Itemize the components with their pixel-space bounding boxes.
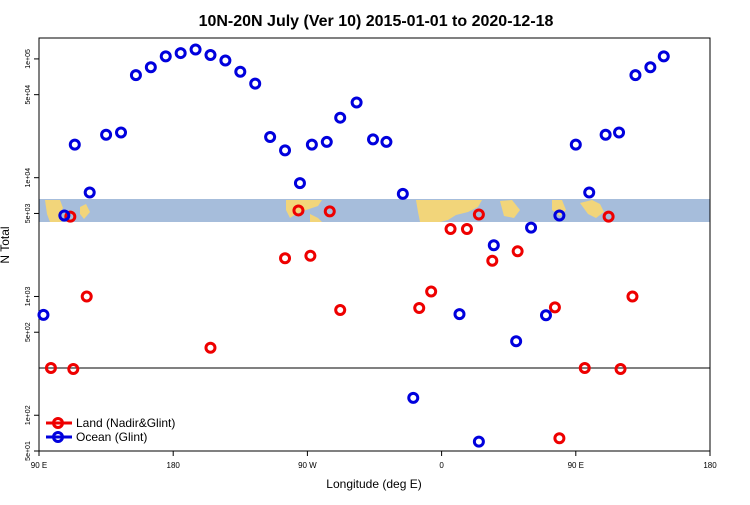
legend-entry-land: Land (Nadir&Glint)	[46, 416, 175, 430]
data-point	[304, 249, 317, 262]
data-point	[472, 208, 485, 221]
data-point	[407, 391, 420, 404]
y-tick-label: 5e+02	[25, 322, 32, 342]
data-point	[553, 432, 566, 445]
y-axis-label: N Total	[0, 226, 12, 263]
data-point	[657, 50, 670, 63]
legend-label-land: Land (Nadir&Glint)	[76, 416, 175, 430]
data-point	[644, 61, 657, 74]
y-tick-label: 5e+01	[25, 441, 32, 461]
data-point	[629, 69, 642, 82]
data-point	[159, 50, 172, 63]
data-point	[67, 363, 80, 376]
data-point	[204, 341, 217, 354]
legend-label-ocean: Ocean (Glint)	[76, 430, 147, 444]
y-tick-label: 1e+02	[25, 405, 32, 425]
plot-frame	[38, 37, 711, 452]
data-point	[174, 47, 187, 60]
data-point	[525, 221, 538, 234]
data-point	[83, 186, 96, 199]
data-point	[129, 69, 142, 82]
series-Land (Nadir&Glint)	[44, 204, 639, 445]
y-tick-label: 5e+03	[25, 204, 32, 224]
data-point	[487, 239, 500, 252]
x-axis: 90 E 180 90 W 0 90 E 180	[31, 451, 717, 470]
data-point	[58, 209, 71, 222]
data-point	[583, 186, 596, 199]
series-Ocean (Glint)	[37, 43, 670, 448]
data-point	[602, 210, 615, 223]
data-point	[380, 135, 393, 148]
data-point	[453, 308, 466, 321]
data-point	[367, 133, 380, 146]
data-point	[64, 210, 77, 223]
data-point	[472, 435, 485, 448]
data-point	[548, 301, 561, 314]
y-tick-label: 5e+04	[25, 85, 32, 105]
x-tick-label: 0	[439, 461, 444, 470]
x-tick-label: 180	[167, 461, 181, 470]
data-point	[413, 301, 426, 314]
data-point	[553, 209, 566, 222]
data-point	[44, 361, 57, 374]
y-axis: 5e+01 1e+02 5e+02 1e+03 5e+03 1e+04 5e+04 1e+05	[25, 49, 39, 461]
y-tick-label: 1e+05	[25, 49, 32, 69]
data-points	[37, 43, 670, 448]
data-point	[80, 290, 93, 303]
data-point	[320, 135, 333, 148]
data-point	[189, 43, 202, 56]
x-tick-label: 180	[703, 461, 717, 470]
map-band	[39, 199, 710, 222]
x-tick-label: 90 E	[31, 461, 47, 470]
data-point	[460, 222, 473, 235]
data-point	[613, 126, 626, 139]
data-point	[115, 126, 128, 139]
data-point	[614, 363, 627, 376]
data-point	[234, 65, 247, 78]
data-point	[37, 308, 50, 321]
data-point	[599, 128, 612, 141]
data-point	[264, 131, 277, 144]
data-point	[305, 138, 318, 151]
data-point	[569, 138, 582, 151]
data-point	[510, 335, 523, 348]
data-point	[293, 177, 306, 190]
x-tick-label: 90 W	[298, 461, 317, 470]
data-point	[396, 187, 409, 200]
x-axis-label: Longitude (deg E)	[326, 477, 421, 491]
data-point	[68, 138, 81, 151]
legend-entry-ocean: Ocean (Glint)	[46, 430, 147, 444]
data-point	[444, 222, 457, 235]
data-point	[578, 361, 591, 374]
y-tick-label: 1e+03	[25, 287, 32, 307]
data-point	[539, 309, 552, 322]
data-point	[204, 48, 217, 61]
data-point	[144, 61, 157, 74]
chart-title: 10N-20N July (Ver 10) 2015-01-01 to 2020…	[199, 13, 554, 30]
data-point	[100, 128, 113, 141]
data-point	[425, 285, 438, 298]
data-point	[486, 254, 499, 267]
data-point	[511, 245, 524, 258]
legend: Land (Nadir&Glint) Ocean (Glint)	[46, 416, 175, 444]
data-point	[626, 290, 639, 303]
data-point	[292, 204, 305, 217]
data-point	[334, 303, 347, 316]
data-point	[334, 111, 347, 124]
data-point	[249, 77, 262, 90]
data-point	[219, 54, 232, 67]
data-point	[350, 96, 363, 109]
x-tick-label: 90 E	[568, 461, 584, 470]
y-tick-label: 1e+04	[25, 168, 32, 188]
data-point	[279, 252, 292, 265]
data-point	[323, 205, 336, 218]
data-point	[279, 144, 292, 157]
